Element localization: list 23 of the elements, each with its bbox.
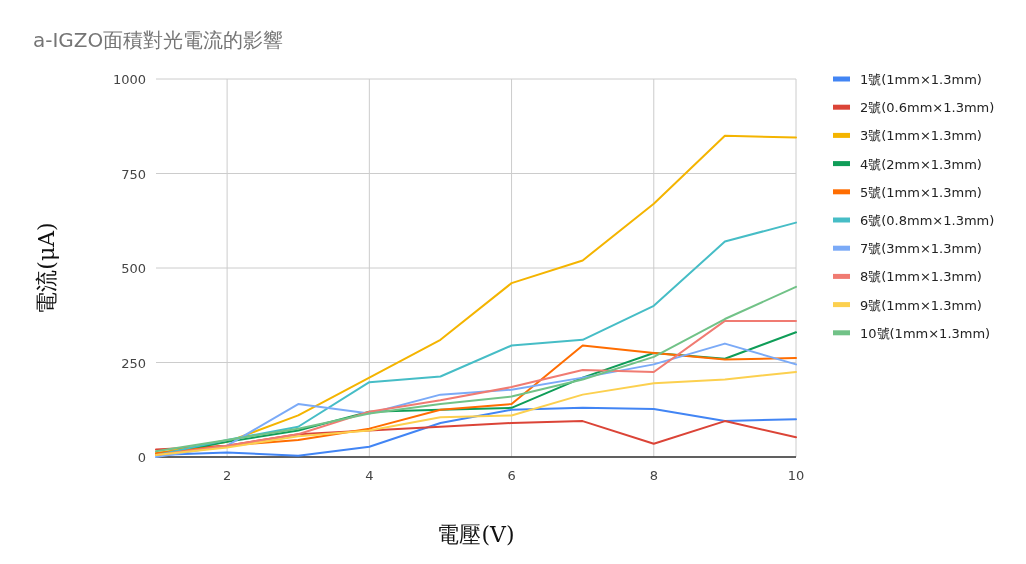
x-tick-label: 8 <box>649 468 658 483</box>
legend-label: 4號(2mm×1.3mm) <box>860 156 982 172</box>
legend-label: 3號(1mm×1.3mm) <box>860 128 982 144</box>
y-tick-label: 0 <box>137 450 146 465</box>
x-tick-label: 10 <box>787 468 805 483</box>
chart-title: a-IGZO面積對光電流的影響 <box>33 28 284 52</box>
legend-label: 6號(0.8mm×1.3mm) <box>860 213 995 228</box>
legend-label: 10號(1mm×1.3mm) <box>860 325 991 341</box>
legend-label: 9號(1mm×1.3mm) <box>860 297 982 313</box>
legend-label: 7號(3mm×1.3mm) <box>860 241 982 257</box>
x-tick-label: 2 <box>222 468 232 483</box>
y-tick-label: 1000 <box>112 72 146 87</box>
y-tick-label: 250 <box>121 355 146 371</box>
x-tick-label: 4 <box>365 468 374 483</box>
y-tick-label: 500 <box>121 261 146 276</box>
legend-label: 8號(1mm×1.3mm) <box>860 269 982 285</box>
legend-label: 5號(1mm×1.3mm) <box>860 184 982 200</box>
y-tick-label: 750 <box>121 166 146 182</box>
legend-label: 1號(1mm×1.3mm) <box>860 72 982 87</box>
x-tick-label: 6 <box>507 468 516 483</box>
legend-label: 2號(0.6mm×1.3mm) <box>860 100 995 116</box>
x-axis-title: 電壓(V) <box>437 522 515 547</box>
y-axis-title: 電流(μA) <box>34 222 59 314</box>
